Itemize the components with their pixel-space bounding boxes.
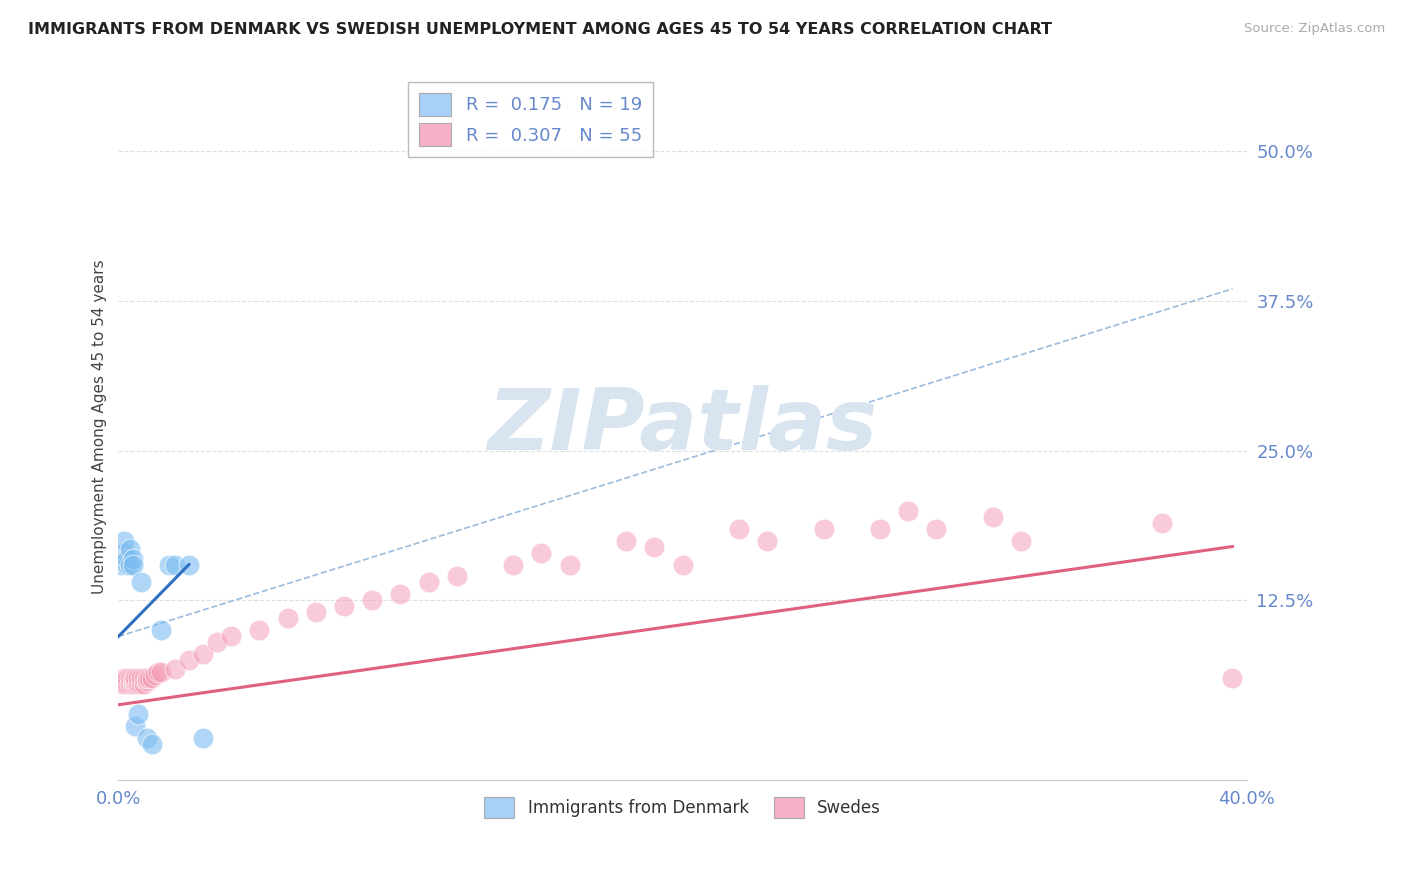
Point (756, 533, 779, 548)
Y-axis label: Unemployment Among Ages 45 to 54 years: Unemployment Among Ages 45 to 54 years (93, 260, 107, 594)
Point (191, 731, 214, 746)
Point (129, 672, 152, 686)
Point (502, 558, 524, 572)
Point (112, 545, 135, 559)
Point (118, 541, 141, 556)
Point (1010, 533, 1032, 548)
Point (124, 719, 146, 733)
Point (925, 522, 948, 536)
Point (115, 672, 138, 686)
Point (129, 677, 152, 691)
Point (115, 677, 138, 691)
Point (124, 672, 146, 686)
Legend: Immigrants from Denmark, Swedes: Immigrants from Denmark, Swedes (478, 790, 887, 825)
Point (135, 731, 157, 746)
Point (249, 624, 271, 638)
Point (897, 503, 920, 517)
Point (121, 672, 143, 686)
Point (112, 533, 135, 548)
Point (127, 677, 149, 691)
Point (643, 540, 665, 554)
Point (333, 599, 356, 614)
Point (118, 677, 141, 691)
Point (129, 575, 152, 590)
Point (219, 629, 242, 643)
Point (157, 558, 180, 572)
Point (121, 677, 143, 691)
Point (418, 575, 440, 590)
Point (177, 558, 200, 572)
Point (124, 673, 146, 688)
Point (127, 707, 149, 722)
Point (149, 624, 172, 638)
Point (112, 672, 135, 686)
Point (671, 558, 693, 572)
Point (177, 653, 200, 667)
Point (143, 668, 166, 682)
Point (118, 558, 141, 572)
Text: Source: ZipAtlas.com: Source: ZipAtlas.com (1244, 22, 1385, 36)
Point (135, 672, 157, 686)
Point (132, 672, 155, 686)
Point (869, 522, 891, 536)
Point (118, 672, 141, 686)
Point (149, 665, 172, 680)
Point (813, 522, 835, 536)
Point (115, 551, 138, 566)
Point (135, 673, 157, 688)
Point (127, 672, 149, 686)
Point (110, 677, 132, 691)
Point (1222, 672, 1244, 686)
Point (141, 737, 163, 751)
Point (141, 672, 163, 686)
Point (361, 593, 384, 607)
Text: IMMIGRANTS FROM DENMARK VS SWEDISH UNEMPLOYMENT AMONG AGES 45 TO 54 YEARS CORREL: IMMIGRANTS FROM DENMARK VS SWEDISH UNEMP… (28, 22, 1052, 37)
Point (389, 587, 412, 601)
Point (138, 672, 160, 686)
Point (446, 569, 468, 583)
Point (112, 677, 135, 691)
Point (132, 677, 155, 691)
Point (305, 606, 328, 620)
Point (110, 558, 132, 572)
Point (981, 509, 1004, 524)
Point (115, 558, 138, 572)
Point (121, 551, 143, 566)
Point (530, 545, 553, 559)
Text: ZIPatlas: ZIPatlas (488, 385, 877, 468)
Point (558, 558, 581, 572)
Point (205, 635, 228, 649)
Point (163, 558, 186, 572)
Point (1150, 516, 1173, 530)
Point (163, 662, 186, 676)
Point (146, 665, 169, 680)
Point (124, 677, 146, 691)
Point (121, 558, 143, 572)
Point (277, 611, 299, 625)
Point (728, 522, 751, 536)
Point (121, 673, 143, 688)
Point (614, 533, 637, 548)
Point (191, 648, 214, 662)
